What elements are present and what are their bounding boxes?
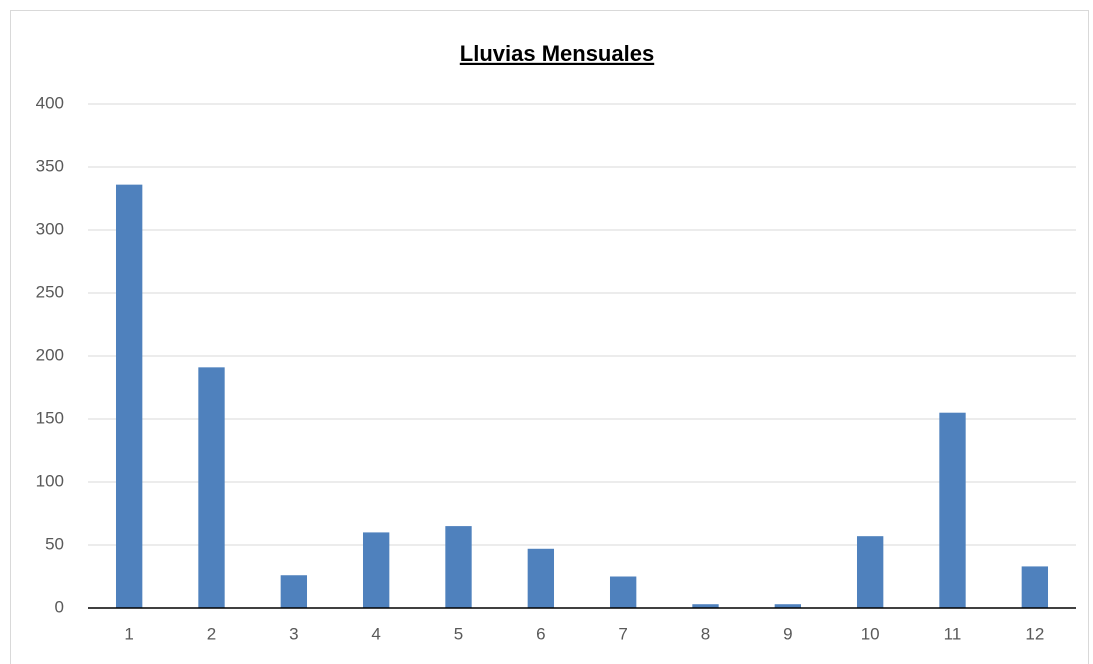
- x-tick-label: 3: [289, 624, 298, 643]
- bar: [939, 412, 966, 608]
- y-tick-label: 400: [36, 93, 64, 112]
- y-tick-label: 50: [45, 534, 64, 553]
- bar: [198, 367, 225, 608]
- y-tick-label: 350: [36, 156, 64, 175]
- bar: [115, 184, 143, 608]
- chart-title: Lluvias Mensuales: [460, 41, 654, 66]
- x-tick-label: 10: [861, 624, 880, 643]
- y-tick-label: 250: [36, 282, 64, 301]
- y-tick-label: 200: [36, 345, 64, 364]
- y-tick-label: 100: [36, 471, 64, 490]
- x-tick-label: 6: [536, 624, 545, 643]
- x-tick-label: 5: [454, 624, 463, 643]
- x-tick-label: 7: [618, 624, 627, 643]
- y-tick-label: 150: [36, 408, 64, 427]
- x-tick-label: 2: [207, 624, 216, 643]
- bar: [362, 532, 390, 608]
- bar: [856, 536, 884, 608]
- x-tick-label: 9: [783, 624, 792, 643]
- bar: [609, 576, 637, 608]
- x-tick-label: 1: [124, 624, 133, 643]
- y-tick-label: 0: [55, 597, 64, 616]
- x-tick-label: 8: [701, 624, 710, 643]
- bar: [692, 604, 719, 608]
- bar: [280, 575, 308, 608]
- bar: [774, 604, 802, 608]
- bar: [527, 548, 555, 608]
- bar: [445, 526, 472, 608]
- x-tick-label: 12: [1025, 624, 1044, 643]
- x-tick-label: 11: [944, 624, 962, 643]
- y-tick-label: 300: [36, 219, 64, 238]
- x-tick-label: 4: [371, 624, 380, 643]
- bar: [1021, 566, 1049, 608]
